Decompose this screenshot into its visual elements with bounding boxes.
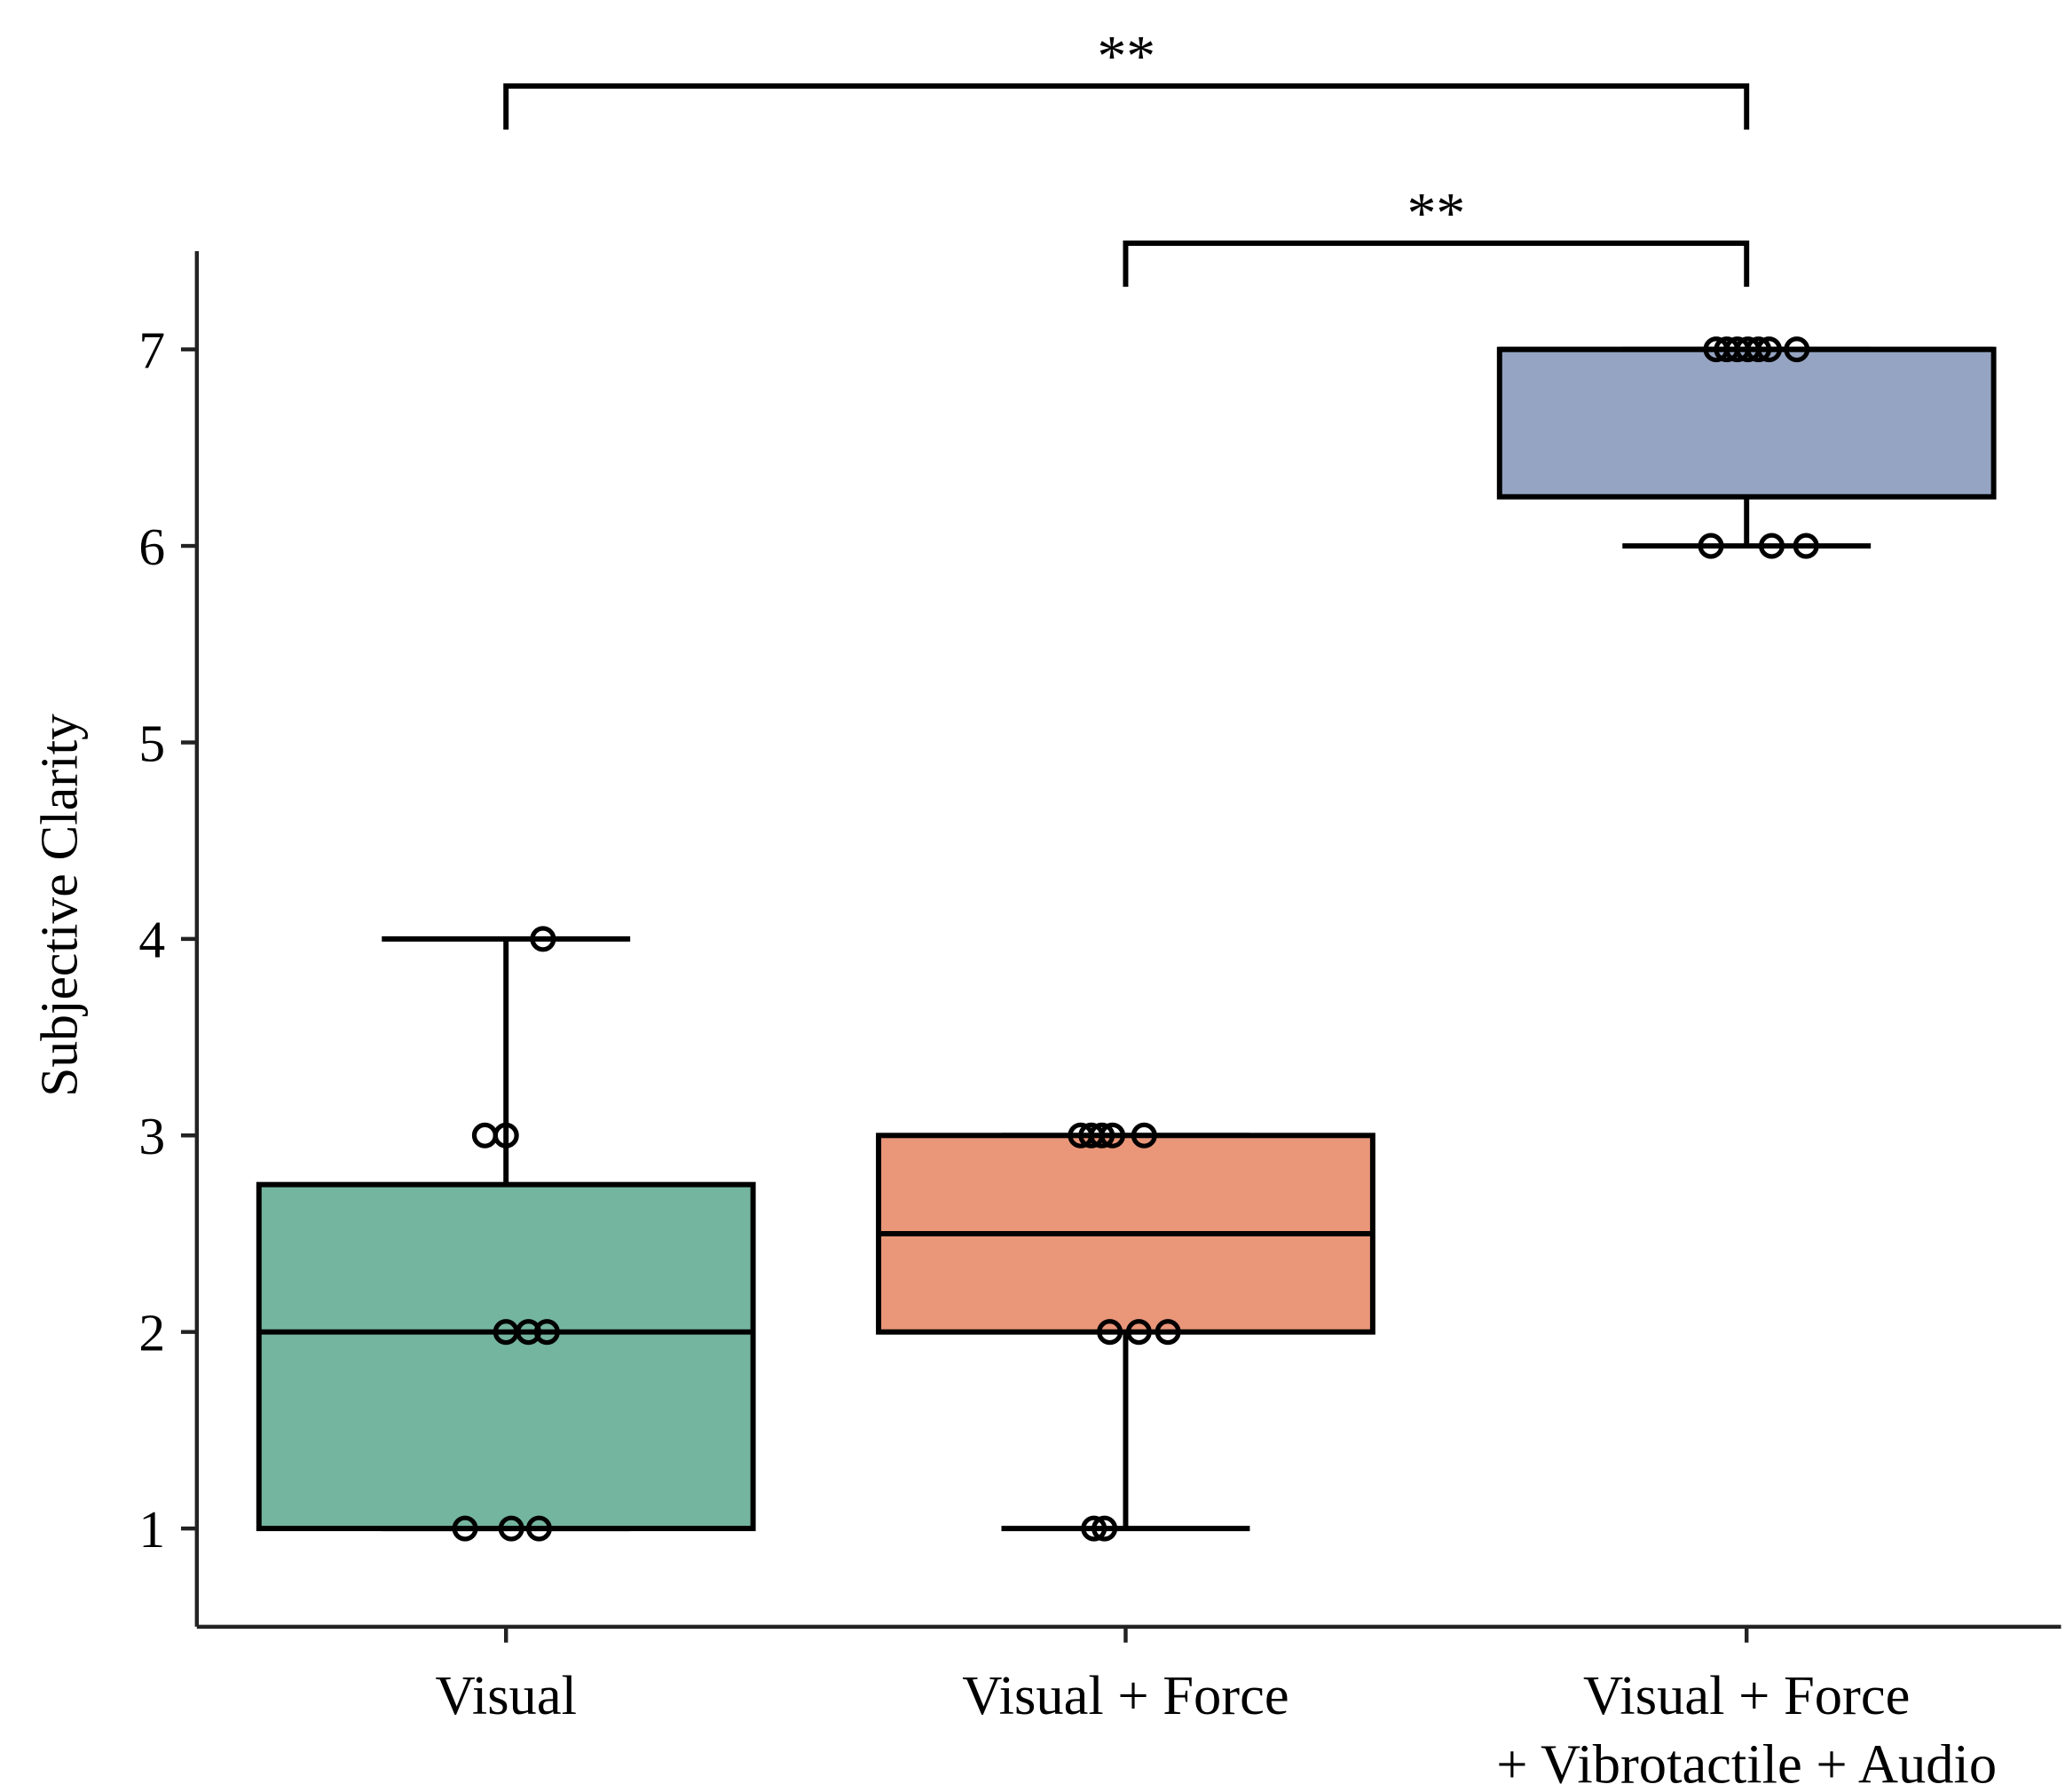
data-point (533, 1319, 560, 1346)
y-tick-label: 6 (138, 517, 165, 576)
data-point (1099, 1122, 1126, 1149)
data-point (1131, 1122, 1157, 1149)
x-tick-label: + Vibrotactile + Audio (1496, 1733, 1997, 1792)
data-point (452, 1515, 478, 1542)
data-point (1755, 336, 1783, 363)
data-point (498, 1515, 524, 1542)
y-tick-label: 2 (138, 1304, 165, 1362)
data-point (471, 1122, 498, 1149)
data-point (1155, 1319, 1181, 1346)
iqr-box (256, 1181, 756, 1532)
data-point (1097, 1319, 1123, 1346)
data-point (516, 1319, 542, 1346)
x-tick-label: Visual (435, 1664, 576, 1726)
y-tick-label: 1 (138, 1500, 165, 1559)
y-tick-label: 5 (138, 714, 165, 772)
data-point (493, 1122, 519, 1149)
y-tick-label: 4 (138, 911, 165, 969)
box-group (876, 1133, 1375, 1532)
data-point (1089, 1122, 1115, 1149)
data-points (452, 336, 1819, 1542)
axes: 1 2 3 4 5 6 7 Visual Visual + Force Visual + Forc… (138, 250, 2061, 1792)
data-point (1092, 1515, 1118, 1542)
box-group (1496, 346, 1997, 549)
data-point (1746, 336, 1772, 363)
y-tick-label: 7 (138, 321, 165, 380)
significance-label: ** (1097, 25, 1155, 89)
boxes (256, 346, 1997, 1532)
data-point (1698, 533, 1724, 559)
iqr-box (1496, 346, 1997, 500)
data-point (530, 926, 556, 952)
data-point (1758, 533, 1785, 559)
significance-label: ** (1407, 182, 1466, 246)
x-tick-label: Visual + Force (1583, 1664, 1910, 1726)
y-axis-label: Subjective Clarity (29, 714, 88, 1097)
data-point (525, 1515, 552, 1542)
significance-bracket (1123, 241, 1750, 288)
significance-annotations: ** ** (503, 25, 1750, 288)
x-tick-label: Visual + Force (962, 1664, 1289, 1726)
data-point (1784, 336, 1810, 363)
data-point (1081, 1515, 1107, 1542)
data-point (1125, 1319, 1152, 1346)
box-group (256, 935, 756, 1532)
y-tick-label: 3 (138, 1107, 165, 1165)
data-point (1793, 533, 1819, 559)
significance-bracket (503, 83, 1750, 130)
